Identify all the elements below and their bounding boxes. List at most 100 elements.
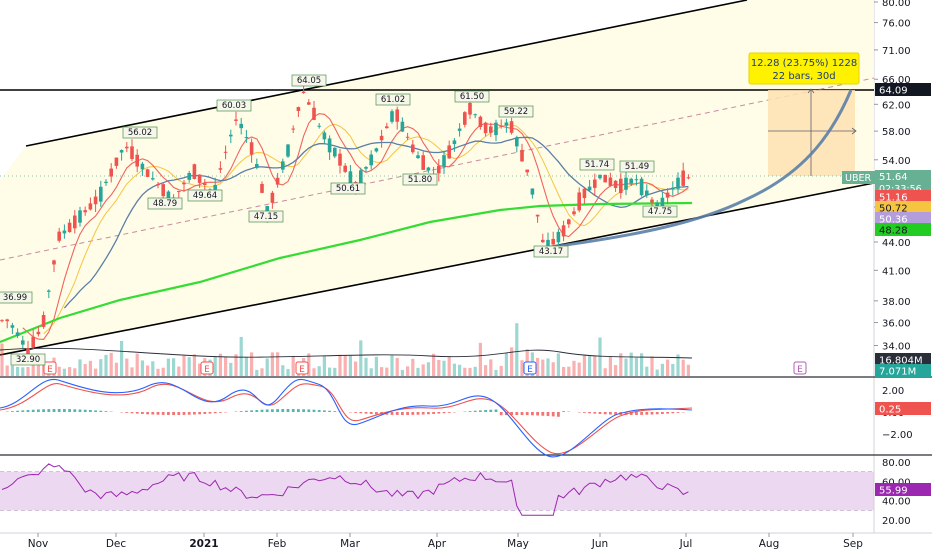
macd-histogram-bar [437, 412, 440, 414]
volume-bar [520, 360, 523, 376]
candle-body [271, 193, 275, 203]
price-axis-label: 62.00 [882, 100, 911, 111]
candle-body [505, 122, 509, 125]
measure-tooltip: 12.28 (23.75%) 1228 22 bars, 30d [749, 53, 859, 84]
candle-body [250, 142, 254, 154]
candle-body [577, 192, 581, 210]
volume-bar [110, 353, 113, 376]
candle-body [31, 337, 35, 348]
volume-bar [318, 366, 321, 376]
macd-histogram-bar [323, 410, 326, 412]
macd-histogram-bar [162, 412, 165, 415]
candle-body [510, 121, 514, 133]
macd-histogram-bar [365, 412, 368, 414]
price-pivot-label: 47.75 [643, 206, 677, 217]
macd-histogram-bar [318, 410, 321, 412]
macd-histogram-bar [63, 409, 66, 412]
volume-bar [624, 359, 627, 376]
volume-bar [588, 356, 591, 376]
candle-body [343, 166, 347, 172]
volume-bar [671, 364, 674, 376]
price-axis-label: 36.00 [882, 319, 911, 330]
candle-body [531, 189, 535, 195]
time-axis-label: 2021 [189, 538, 218, 550]
candle-body [338, 154, 342, 166]
volume-bar [0, 344, 3, 376]
time-axis-label: Feb [268, 538, 287, 550]
macd-histogram-bar [84, 410, 87, 412]
macd-histogram-bar [11, 411, 14, 412]
candle-body [146, 169, 150, 177]
time-axis-label: Sep [843, 538, 863, 550]
volume-bar [99, 359, 102, 376]
macd-histogram-bar [541, 412, 544, 416]
volume-bar [635, 358, 638, 376]
candle-body [37, 332, 41, 334]
volume-bar [390, 355, 393, 376]
macd-histogram-bar [656, 412, 659, 414]
volume-bar [578, 363, 581, 376]
macd-histogram-bar [651, 412, 654, 415]
candle-body [442, 155, 446, 167]
candle [390, 109, 394, 124]
earnings-letter: E [204, 365, 210, 375]
macd-histogram-bar [188, 412, 191, 415]
volume-ma-tag-text: 7.071M [879, 367, 916, 378]
macd-histogram-bar [432, 412, 435, 414]
volume-bar [224, 357, 227, 376]
candle-body [406, 137, 410, 138]
volume-bar [250, 352, 253, 376]
candle-body [629, 179, 633, 184]
macd-histogram-bar [198, 412, 201, 414]
time-axis-label: Apr [428, 538, 447, 550]
candle-body [557, 232, 561, 242]
volume-bar [416, 368, 419, 376]
volume-bar [16, 367, 19, 376]
macd-histogram-bar [219, 412, 222, 413]
macd-histogram-bar [141, 412, 144, 414]
macd-histogram-bar [645, 412, 648, 415]
candle-body [551, 239, 555, 245]
price-axis-label: 54.00 [882, 156, 911, 167]
volume-bar [427, 362, 430, 376]
volume-bar [245, 357, 248, 376]
macd-histogram-bar [302, 409, 305, 412]
candle-body [562, 225, 566, 236]
volume-bar [474, 367, 477, 376]
macd-histogram-bar [136, 412, 139, 414]
candle-body [281, 161, 285, 169]
macd-histogram-bar [547, 412, 550, 416]
candle-body [0, 320, 4, 321]
price-pivot-value: 51.74 [585, 160, 609, 170]
earnings-marker: E [201, 362, 213, 375]
candle-body [21, 340, 25, 344]
candle-body [567, 219, 571, 224]
macd-histogram-bar [396, 412, 399, 415]
macd-tag-text: 0.25 [879, 405, 901, 416]
price-pivot-value: 32.90 [16, 355, 40, 365]
candle-body [676, 178, 680, 189]
earnings-letter: E [47, 365, 53, 375]
volume-bar [489, 359, 492, 376]
macd-histogram-bar [53, 409, 56, 412]
price-pivot-value: 48.79 [153, 199, 177, 209]
price-pivot-value: 51.49 [625, 162, 649, 172]
volume-bar [214, 356, 217, 376]
volume-bar [650, 356, 653, 376]
rsi-tag: 55.99 [875, 483, 931, 497]
volume-bar [146, 366, 149, 376]
candle-body [536, 215, 540, 217]
candle-body [624, 178, 628, 190]
candle-body [494, 123, 498, 135]
macd-histogram-bar [37, 409, 40, 412]
volume-bar [115, 363, 118, 376]
macd-histogram-bar [313, 410, 316, 412]
macd-histogram-bar [47, 409, 50, 412]
volume-bar [468, 368, 471, 376]
macd-histogram-bar [562, 411, 565, 412]
candle-body [245, 137, 249, 138]
candle [286, 144, 290, 158]
price-pivot-label: 36.99 [0, 292, 32, 303]
price-pivot-label: 49.64 [188, 190, 222, 201]
